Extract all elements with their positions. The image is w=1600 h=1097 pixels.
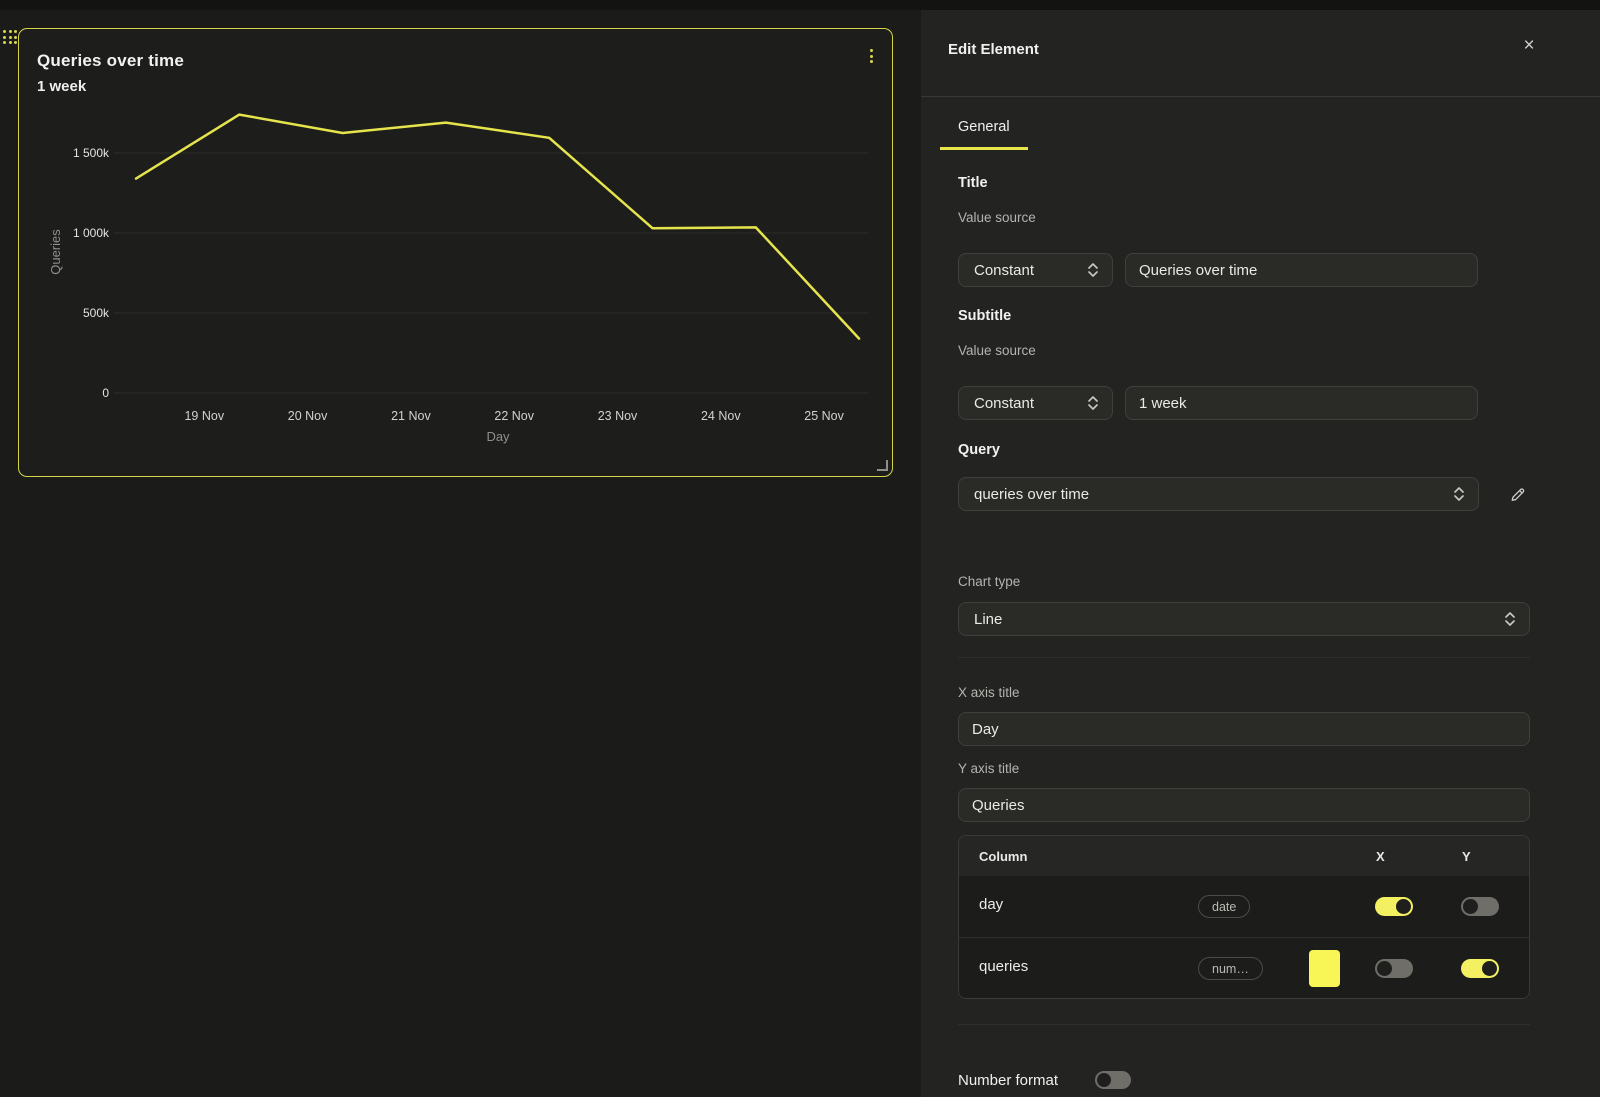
svg-text:19 Nov: 19 Nov: [184, 409, 224, 423]
svg-text:Queries: Queries: [48, 229, 63, 275]
pencil-icon: [1511, 487, 1524, 501]
queries-x-toggle[interactable]: [1375, 959, 1413, 978]
chart-subtitle: 1 week: [37, 78, 87, 95]
tab-general[interactable]: General: [940, 97, 1028, 150]
series-color-swatch[interactable]: [1309, 950, 1340, 987]
x-axis-title-label: X axis title: [958, 685, 1020, 700]
title-source-select[interactable]: Constant: [958, 253, 1113, 287]
section-divider: [958, 1024, 1530, 1025]
panel-header: Edit Element ×: [921, 10, 1600, 96]
svg-text:1 000k: 1 000k: [73, 226, 110, 240]
title-value-source-label: Value source: [958, 210, 1036, 225]
query-select[interactable]: queries over time: [958, 477, 1480, 511]
chevron-up-down-icon: [1088, 263, 1098, 277]
chevron-up-down-icon: [1505, 612, 1515, 626]
subtitle-source-value: Constant: [974, 394, 1035, 412]
header-divider: [921, 96, 1600, 97]
section-divider: [958, 657, 1530, 658]
y-axis-title-label: Y axis title: [958, 761, 1020, 776]
number-format-toggle[interactable]: [1095, 1071, 1132, 1089]
column-name: queries: [979, 958, 1029, 975]
dashboard-canvas: 0 500k 1 000k 1 500k 19 Nov 20 Nov 21 Nov 22 No…: [0, 10, 921, 1097]
table-row-queries: queries num…: [959, 937, 1529, 998]
type-badge: date: [1198, 895, 1251, 918]
drag-handle-icon[interactable]: [3, 30, 17, 46]
chevron-up-down-icon: [1088, 396, 1098, 410]
query-select-value: queries over time: [974, 485, 1090, 503]
query-section-heading: Query: [958, 442, 1000, 458]
line-chart: 0 500k 1 000k 1 500k 19 Nov 20 Nov 21 Nov 22 No…: [48, 113, 868, 444]
column-name: day: [979, 896, 1004, 913]
chart-type-value: Line: [974, 610, 1003, 628]
svg-text:500k: 500k: [83, 306, 110, 320]
svg-text:Day: Day: [486, 429, 510, 444]
day-y-toggle[interactable]: [1461, 897, 1499, 916]
resize-handle[interactable]: [877, 460, 888, 471]
columns-table: Column X Y day date queries num…: [958, 835, 1530, 999]
x-axis-title-input[interactable]: Day: [958, 712, 1530, 746]
svg-text:25 Nov: 25 Nov: [804, 409, 844, 423]
kebab-menu-icon[interactable]: [862, 45, 880, 67]
edit-query-button[interactable]: [1504, 481, 1530, 507]
subtitle-section-heading: Subtitle: [958, 308, 1012, 324]
queries-y-toggle[interactable]: [1461, 959, 1499, 978]
svg-text:22 Nov: 22 Nov: [494, 409, 534, 423]
day-x-toggle[interactable]: [1375, 897, 1413, 916]
svg-text:24 Nov: 24 Nov: [701, 409, 741, 423]
y-header: Y: [1462, 849, 1471, 864]
type-badge: num…: [1198, 957, 1263, 980]
edit-element-panel: Edit Element × General Title Value sourc…: [921, 10, 1600, 1097]
chart-type-select[interactable]: Line: [958, 602, 1530, 636]
svg-text:0: 0: [102, 386, 109, 400]
subtitle-value-input[interactable]: 1 week: [1125, 386, 1478, 420]
title-source-value: Constant: [974, 261, 1035, 279]
close-icon[interactable]: ×: [1523, 35, 1535, 56]
title-value-input[interactable]: Queries over time: [1125, 253, 1478, 287]
title-section-heading: Title: [958, 175, 988, 191]
svg-text:21 Nov: 21 Nov: [391, 409, 431, 423]
chevron-up-down-icon: [1454, 487, 1465, 501]
svg-text:20 Nov: 20 Nov: [288, 409, 328, 423]
panel-title: Edit Element: [948, 41, 1039, 58]
svg-text:1 500k: 1 500k: [73, 146, 110, 160]
chart-type-label: Chart type: [958, 574, 1021, 589]
table-row-day: day date: [959, 876, 1529, 937]
column-header: Column: [979, 848, 1028, 864]
subtitle-source-select[interactable]: Constant: [958, 386, 1113, 420]
top-strip: [0, 0, 1600, 10]
y-axis-title-input[interactable]: Queries: [958, 788, 1530, 822]
subtitle-value-source-label: Value source: [958, 343, 1036, 358]
number-format-label: Number format: [958, 1071, 1059, 1089]
columns-table-header: Column X Y: [959, 836, 1529, 876]
x-header: X: [1376, 849, 1385, 864]
svg-text:23 Nov: 23 Nov: [598, 409, 638, 423]
chart-card[interactable]: 0 500k 1 000k 1 500k 19 Nov 20 Nov 21 Nov 22 No…: [18, 28, 893, 477]
chart-title: Queries over time: [37, 51, 185, 70]
